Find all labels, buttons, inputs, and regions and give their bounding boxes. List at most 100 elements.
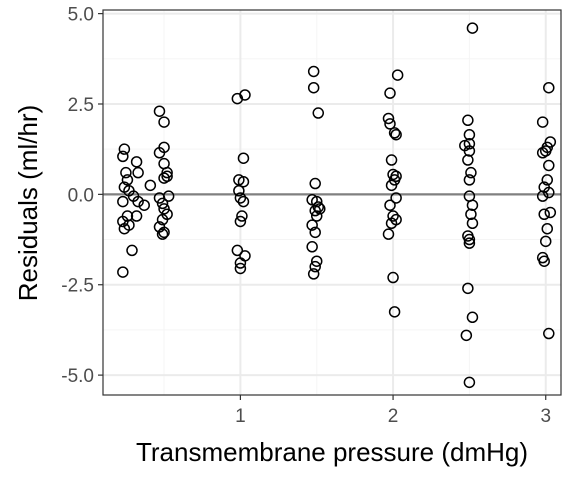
x-axis: 1 2 3 <box>235 395 551 427</box>
residual-point <box>385 179 398 192</box>
residual-point <box>388 306 401 318</box>
x-tick-label: 2 <box>388 406 399 427</box>
residual-point <box>118 143 131 155</box>
residual-point <box>234 215 247 228</box>
residual-point <box>384 199 396 211</box>
residual-point <box>117 195 129 208</box>
y-tick-label: 5.0 <box>68 5 94 26</box>
residual-point <box>237 175 250 188</box>
residual-point <box>462 154 474 166</box>
residual-point <box>234 192 247 204</box>
residual-point <box>156 213 169 226</box>
x-tick-label: 3 <box>540 406 551 427</box>
residual-point <box>234 257 247 269</box>
residual-point <box>158 116 170 128</box>
residual-point <box>310 255 323 267</box>
residual-point <box>307 268 320 280</box>
residual-point <box>121 174 134 186</box>
y-tick-label: 0.0 <box>68 185 94 206</box>
residual-point <box>117 150 129 163</box>
residual-point <box>382 112 395 125</box>
residual-point <box>543 186 555 199</box>
residual-point <box>309 226 321 239</box>
residual-point <box>237 195 250 208</box>
x-tick-label: 1 <box>235 406 246 427</box>
residual-point <box>138 199 150 211</box>
residual-point <box>466 22 479 34</box>
residual-point <box>117 215 129 228</box>
residual-point <box>153 105 166 117</box>
residual-point <box>463 174 476 186</box>
residual-point <box>161 170 173 183</box>
residual-point <box>144 179 157 192</box>
residual-point <box>539 235 552 248</box>
residual-point <box>239 89 251 101</box>
residual-point <box>463 128 476 141</box>
residual-point <box>307 65 320 78</box>
residual-point <box>388 174 401 186</box>
residual-point <box>156 197 169 210</box>
residual-point <box>543 159 555 172</box>
y-tick-label: 2.5 <box>68 95 94 116</box>
residual-point <box>307 81 320 94</box>
residual-point <box>236 210 248 222</box>
residual-point <box>130 210 143 222</box>
residual-point <box>306 219 318 231</box>
residual-point <box>543 327 555 340</box>
residual-point <box>390 192 402 204</box>
residual-points <box>117 22 557 389</box>
residual-point <box>538 255 550 267</box>
residual-point <box>463 237 476 249</box>
residual-point <box>161 166 173 179</box>
residual-point <box>387 271 399 284</box>
residual-point <box>544 136 557 148</box>
residual-point <box>462 282 474 295</box>
residual-point <box>162 190 175 202</box>
residual-point <box>234 262 247 275</box>
residual-point <box>465 166 477 179</box>
plot-panel <box>103 10 561 395</box>
residual-point <box>130 156 143 168</box>
residual-point <box>541 174 554 186</box>
residual-point <box>123 219 135 231</box>
residual-point <box>543 81 555 94</box>
y-axis: 5.0 2.5 0.0 -2.5 -5.0 <box>61 5 103 387</box>
residual-point <box>466 217 479 230</box>
residual-point <box>462 114 474 127</box>
residual-point <box>237 152 250 164</box>
residual-point <box>156 228 169 240</box>
residual-point <box>158 203 170 215</box>
residual-point <box>158 226 170 239</box>
residual-point <box>463 233 476 246</box>
residual-point <box>231 244 244 257</box>
residual-point <box>233 185 245 197</box>
residual-point <box>539 145 552 157</box>
residual-point <box>310 210 323 222</box>
residual-point <box>536 116 549 128</box>
residual-point <box>117 266 129 278</box>
residual-point <box>314 203 326 215</box>
residual-point <box>463 376 476 389</box>
residual-point <box>544 206 557 219</box>
y-axis-title: Residuals (ml/hr) <box>13 105 43 302</box>
residual-point <box>538 208 550 220</box>
residual-point <box>306 241 318 253</box>
plot-panel-background <box>103 10 561 395</box>
residual-point <box>387 210 399 222</box>
residual-point <box>385 154 398 166</box>
residual-point <box>382 228 395 240</box>
residual-point <box>312 107 325 119</box>
residual-point <box>132 166 144 179</box>
y-tick-label: -5.0 <box>61 366 94 387</box>
residual-point <box>541 222 554 235</box>
residual-point <box>385 217 398 230</box>
residual-point <box>120 166 132 179</box>
residual-point <box>309 177 321 190</box>
residual-point <box>132 195 144 208</box>
residual-point <box>463 138 476 150</box>
residual-point <box>460 329 473 342</box>
residual-point <box>536 190 549 202</box>
residual-point <box>466 311 479 324</box>
